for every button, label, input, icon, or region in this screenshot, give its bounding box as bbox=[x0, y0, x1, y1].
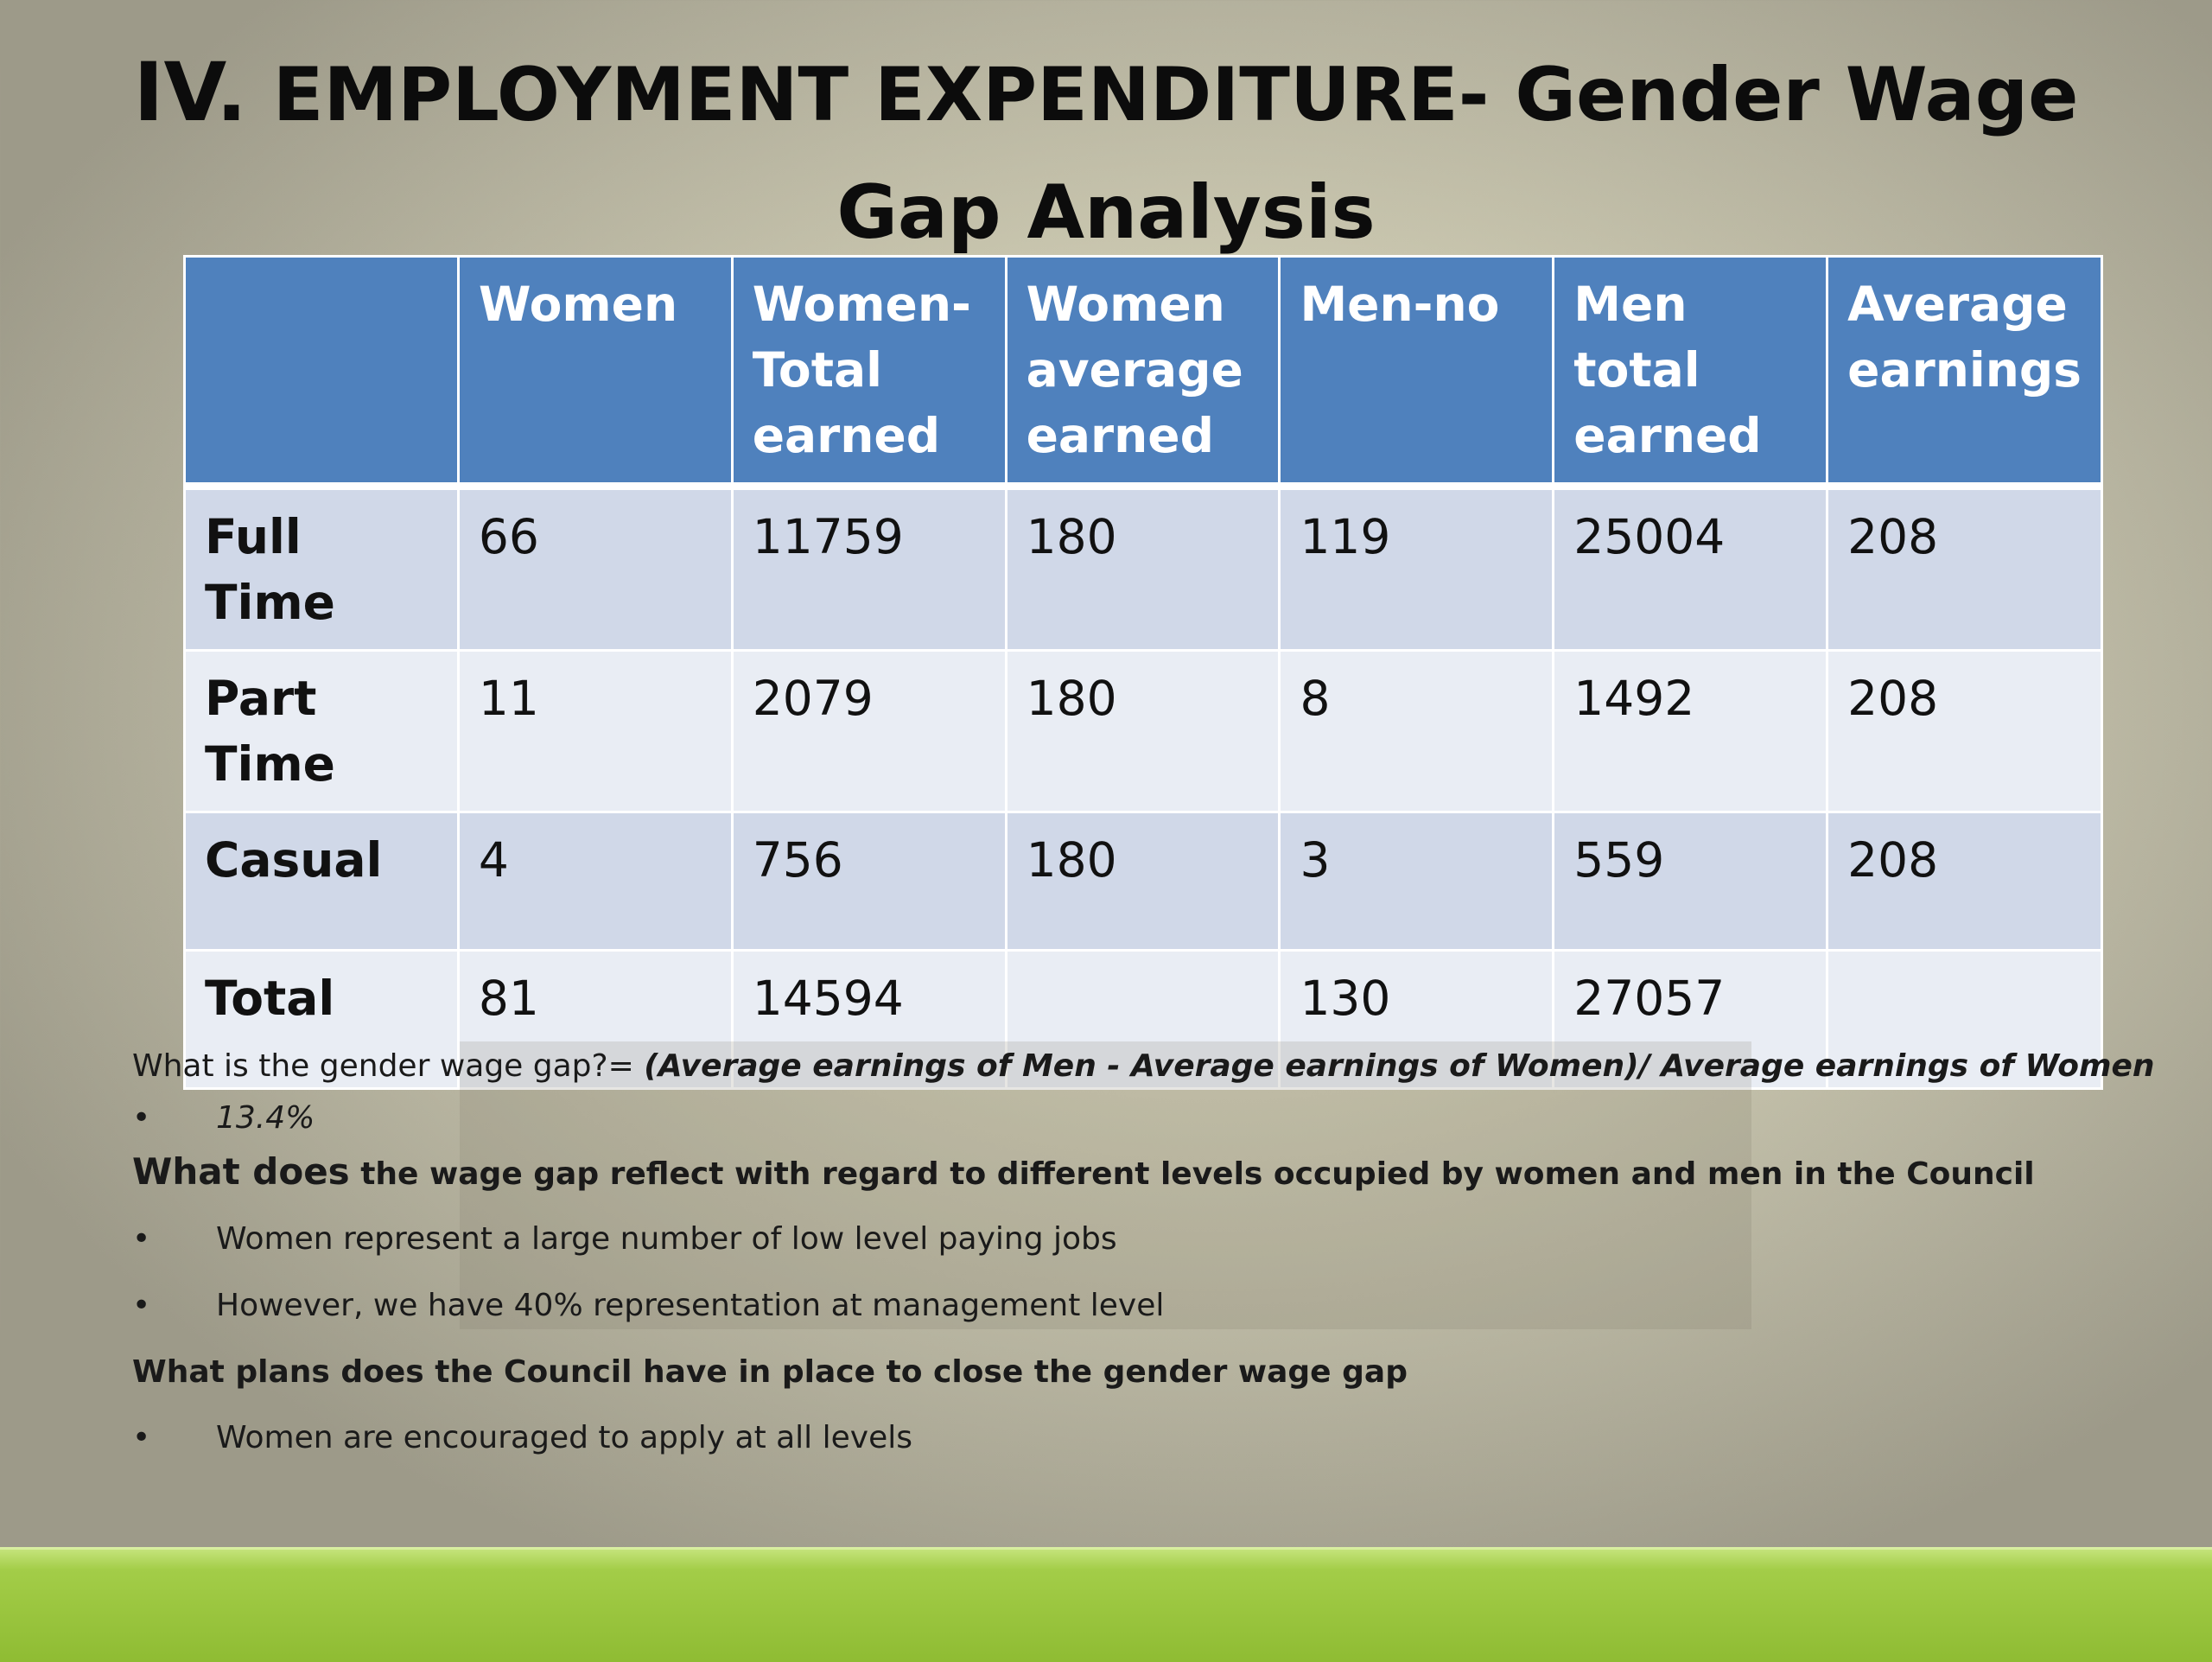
table-row-casual: Casual 4 756 180 3 559 208 bbox=[183, 811, 2103, 952]
bullet-icon: • bbox=[132, 1100, 151, 1136]
header-cell-men-total-earned: Men total earned bbox=[1552, 255, 1829, 490]
text-box-shading bbox=[460, 1041, 1751, 1329]
list-item-text: However, we have 40% representation at m… bbox=[216, 1288, 1165, 1323]
bullet-icon: • bbox=[132, 1288, 151, 1323]
table-cell: 756 bbox=[730, 811, 1007, 952]
table-cell: 180 bbox=[1004, 649, 1281, 813]
table-cell: 14594 bbox=[730, 949, 1007, 1090]
table-header-row: Women Women- Total earned Women average … bbox=[183, 255, 2103, 490]
table-cell: 11759 bbox=[730, 485, 1007, 652]
table-row-total: Total 81 14594 130 27057 bbox=[183, 949, 2103, 1090]
table-cell: 4 bbox=[456, 811, 734, 952]
table-row-part-time: Part Time 11 2079 180 8 1492 208 bbox=[183, 649, 2103, 813]
table-cell: 8 bbox=[1278, 649, 1555, 813]
table-cell bbox=[1004, 949, 1281, 1090]
table-cell: 180 bbox=[1004, 485, 1281, 652]
row-label: Casual bbox=[183, 811, 460, 952]
levels-question: What does the wage gap reflect with rega… bbox=[132, 1150, 2035, 1193]
table-cell: 559 bbox=[1552, 811, 1829, 952]
list-item-text: Women are encouraged to apply at all lev… bbox=[216, 1420, 912, 1455]
slide-title-number: IV. bbox=[133, 46, 247, 140]
slide-title-text: EMPLOYMENT EXPENDITURE- Gender Wage Gap … bbox=[246, 52, 2079, 256]
table-cell: 208 bbox=[1826, 485, 2103, 652]
table-cell: 3 bbox=[1278, 811, 1555, 952]
table-cell bbox=[1826, 949, 2103, 1090]
table-cell: 2079 bbox=[730, 649, 1007, 813]
table-cell: 25004 bbox=[1552, 485, 1829, 652]
levels-question-lead: What does bbox=[132, 1150, 350, 1193]
table-cell: 27057 bbox=[1552, 949, 1829, 1090]
footer-bar bbox=[0, 1547, 2212, 1662]
plans-question: What plans does the Council have in plac… bbox=[132, 1354, 1408, 1390]
wage-gap-formula: (Average earnings of Men - Average earni… bbox=[644, 1048, 2155, 1084]
levels-question-rest: the wage gap reflect with regard to diff… bbox=[349, 1156, 2035, 1192]
header-cell-men-no: Men-no bbox=[1278, 255, 1555, 490]
wage-gap-table: Women Women- Total earned Women average … bbox=[183, 255, 2103, 1090]
table-cell: 11 bbox=[456, 649, 734, 813]
table-cell: 208 bbox=[1826, 649, 2103, 813]
header-cell-women: Women bbox=[456, 255, 734, 490]
table-cell: 180 bbox=[1004, 811, 1281, 952]
table-cell: 66 bbox=[456, 485, 734, 652]
row-label: Total bbox=[183, 949, 460, 1090]
bullet-icon: • bbox=[132, 1420, 151, 1455]
row-label: Full Time bbox=[183, 485, 460, 652]
table-cell: 81 bbox=[456, 949, 734, 1090]
table-row-full-time: Full Time 66 11759 180 119 25004 208 bbox=[183, 485, 2103, 652]
table-cell: 208 bbox=[1826, 811, 2103, 952]
table-cell: 1492 bbox=[1552, 649, 1829, 813]
table-cell: 130 bbox=[1278, 949, 1555, 1090]
header-cell-average-earnings: Average earnings bbox=[1826, 255, 2103, 490]
list-item-text: Women represent a large number of low le… bbox=[216, 1221, 1117, 1257]
gap-value: 13.4% bbox=[216, 1100, 315, 1136]
row-label: Part Time bbox=[183, 649, 460, 813]
header-cell-empty bbox=[183, 255, 460, 490]
header-cell-women-average-earned: Women average earned bbox=[1004, 255, 1281, 490]
header-cell-women-total-earned: Women- Total earned bbox=[730, 255, 1007, 490]
bullet-icon: • bbox=[132, 1221, 151, 1257]
table-cell: 119 bbox=[1278, 485, 1555, 652]
gender-wage-gap-question: What is the gender wage gap?= (Average e… bbox=[132, 1048, 2155, 1084]
question-prefix: What is the gender wage gap?= bbox=[132, 1048, 645, 1084]
slide-title: IV. EMPLOYMENT EXPENDITURE- Gender Wage … bbox=[86, 35, 2126, 271]
